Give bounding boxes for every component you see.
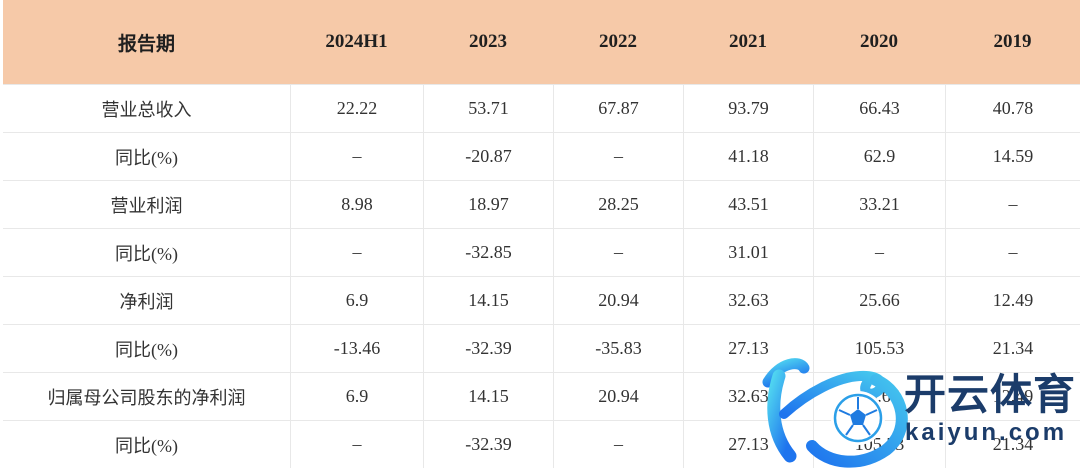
cell-value: 28.25: [553, 181, 683, 228]
cell-value: 43.51: [683, 181, 813, 228]
watermark-brand-text: 开云体育: [904, 371, 1077, 418]
cell-value: 41.18: [683, 133, 813, 180]
financial-table: 报告期 2024H1 2023 2022 2021 2020 2019 营业总收…: [3, 0, 1080, 468]
row-label: 净利润: [119, 291, 174, 312]
cell-value: 14.59: [945, 133, 1080, 180]
table-row-operating-profit-yoy: 同比(%) – -32.85 – 31.01 – –: [3, 228, 1080, 276]
cell-value: 20.94: [553, 277, 683, 324]
cell-value: 18.97: [423, 181, 553, 228]
row-label: 同比(%): [115, 243, 178, 264]
row-label: 同比(%): [115, 435, 178, 456]
kaiyun-k-logo-icon: [762, 358, 908, 468]
row-label: 营业利润: [110, 195, 183, 216]
cell-value: 8.98: [290, 181, 423, 228]
cell-value: 27.13: [683, 325, 813, 372]
cell-value: –: [290, 421, 423, 468]
cell-value: 14.15: [423, 277, 553, 324]
cell-value: 6.9: [290, 373, 423, 420]
cell-value: 62.9: [813, 133, 945, 180]
table-row-net-profit: 净利润 6.9 14.15 20.94 32.63 25.66 12.49: [3, 276, 1080, 324]
cell-value: 20.94: [553, 373, 683, 420]
cell-value: –: [553, 133, 683, 180]
cell-value: –: [553, 421, 683, 468]
cell-value: –: [945, 181, 1080, 228]
cell-value: -35.83: [553, 325, 683, 372]
cell-value: 12.49: [945, 277, 1080, 324]
cell-value: -13.46: [290, 325, 423, 372]
header-2020: 2020: [860, 31, 898, 52]
cell-value: 32.63: [683, 373, 813, 420]
cell-value: 14.15: [423, 373, 553, 420]
cell-value: –: [290, 229, 423, 276]
cell-value: –: [553, 229, 683, 276]
table-row-attributable-net-profit: 归属母公司股东的净利润 6.9 14.15 20.94 32.63 25.66 …: [3, 372, 1080, 420]
cell-value: –: [945, 229, 1080, 276]
cell-value: 22.22: [290, 85, 423, 132]
cell-value: 93.79: [683, 85, 813, 132]
cell-value: 25.66: [813, 277, 945, 324]
cell-value: -32.39: [423, 325, 553, 372]
cell-value: 67.87: [553, 85, 683, 132]
cell-value: 6.9: [290, 277, 423, 324]
table-header-row: 报告期 2024H1 2023 2022 2021 2020 2019: [3, 0, 1080, 84]
header-2024h1: 2024H1: [325, 31, 388, 52]
cell-value: 53.71: [423, 85, 553, 132]
cell-value: 32.63: [683, 277, 813, 324]
header-2021: 2021: [729, 31, 767, 52]
header-2023: 2023: [469, 31, 507, 52]
cell-value: 27.13: [683, 421, 813, 468]
header-2022: 2022: [599, 31, 637, 52]
header-2019: 2019: [993, 31, 1032, 52]
soccer-ball-icon: [831, 391, 885, 445]
watermark-url-text: kaiyun.com: [905, 419, 1068, 446]
cell-value: 21.34: [945, 421, 1080, 468]
row-label: 营业总收入: [101, 99, 192, 120]
cell-value: 12.49: [945, 373, 1080, 420]
watermark: 开云体育 kaiyun.com: [746, 356, 1080, 468]
cell-value: –: [290, 133, 423, 180]
cell-value: -32.39: [423, 421, 553, 468]
header-report-period: 报告期: [117, 33, 175, 55]
cell-value: 40.78: [945, 85, 1080, 132]
cell-value: -20.87: [423, 133, 553, 180]
table-row-total-revenue: 营业总收入 22.22 53.71 67.87 93.79 66.43 40.7…: [3, 84, 1080, 132]
row-label: 同比(%): [115, 147, 178, 168]
cell-value: 105.53: [813, 325, 945, 372]
row-label: 归属母公司股东的净利润: [47, 387, 246, 408]
cell-value: 21.34: [945, 325, 1080, 372]
row-label: 同比(%): [115, 339, 178, 360]
cell-value: –: [813, 229, 945, 276]
cell-value: -32.85: [423, 229, 553, 276]
cell-value: 66.43: [813, 85, 945, 132]
table-row-revenue-yoy: 同比(%) – -20.87 – 41.18 62.9 14.59: [3, 132, 1080, 180]
cell-value: 31.01: [683, 229, 813, 276]
table-row-net-profit-yoy: 同比(%) -13.46 -32.39 -35.83 27.13 105.53 …: [3, 324, 1080, 372]
cell-value: 33.21: [813, 181, 945, 228]
table-row-operating-profit: 营业利润 8.98 18.97 28.25 43.51 33.21 –: [3, 180, 1080, 228]
